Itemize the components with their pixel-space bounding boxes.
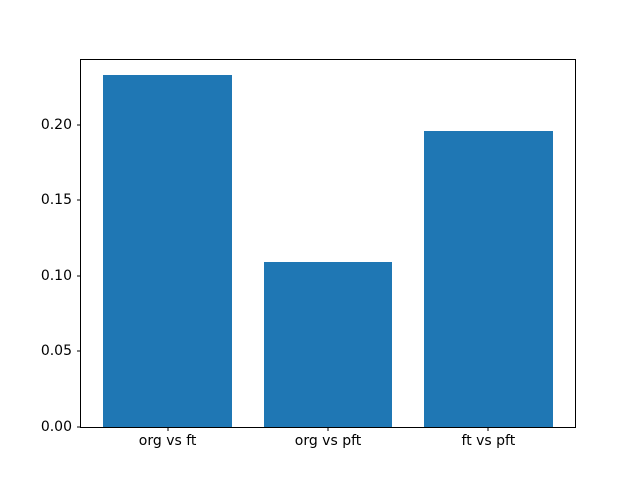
- bar-org-vs-ft: [103, 74, 232, 427]
- y-tick-mark-0.15: [77, 199, 81, 201]
- x-tick-mark-ft-vs-pft: [487, 427, 489, 431]
- y-tick-label-0.20: 0.20: [40, 116, 72, 133]
- y-tick-label-0.05: 0.05: [40, 343, 72, 360]
- y-tick-label-0.00: 0.00: [40, 419, 72, 435]
- plot-area: org vs ft org vs pft ft vs pft 0.00 0.05 0.10…: [41, 59, 576, 448]
- x-tick-label-org-vs-pft: org vs pft: [294, 433, 362, 449]
- x-tick-label-org-vs-ft: org vs ft: [138, 433, 197, 449]
- y-tick-label-0.10: 0.10: [40, 267, 72, 284]
- x-tick-mark-org-vs-ft: [167, 427, 169, 431]
- y-tick-mark-0.05: [77, 350, 81, 352]
- y-tick-mark-0.00: [77, 426, 81, 428]
- x-tick-mark-org-vs-pft: [327, 427, 329, 431]
- x-tick-label-ft-vs-pft: ft vs pft: [461, 433, 516, 449]
- y-tick-mark-0.20: [77, 124, 81, 126]
- y-tick-mark-0.10: [77, 275, 81, 277]
- bar-org-vs-pft: [263, 262, 393, 427]
- y-tick-label-0.15: 0.15: [40, 192, 72, 209]
- bar-ft-vs-pft: [424, 130, 553, 427]
